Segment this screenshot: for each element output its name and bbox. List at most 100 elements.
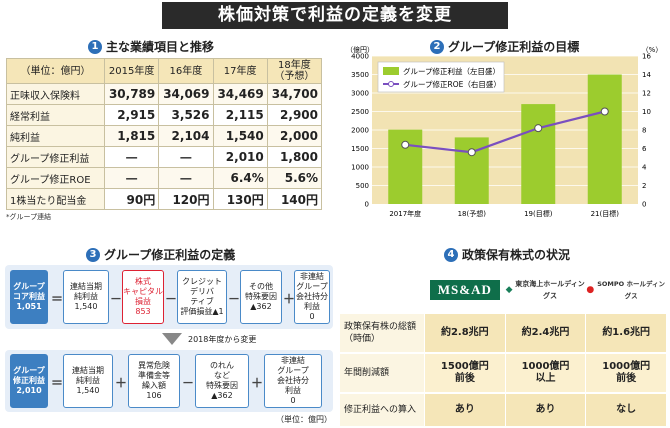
- cell: 1,540: [212, 125, 268, 147]
- table-row: グループ修正ROE ― ― 6.4% 5.6%: [6, 167, 323, 189]
- left-tick-label: 0: [365, 201, 369, 209]
- non-consolidated-label-4: 利益: [285, 386, 301, 395]
- credit-derivative-box: クレジット デリバ ティブ 評価損益▲1: [177, 270, 227, 324]
- cell: あり: [504, 394, 586, 426]
- minus-sign: －: [165, 292, 178, 306]
- capital-gains-box: 株式 キャピタル 損益 853: [122, 270, 164, 324]
- non-consolidated-value: 0: [290, 396, 296, 405]
- right-tick-label: 10: [642, 108, 651, 116]
- goodwill-label-3: 特殊要因: [206, 381, 238, 390]
- profit-bar: [587, 74, 622, 204]
- non-consolidated-box: 非連結 グループ 会社持分 利益 0: [294, 270, 330, 324]
- cell: 1,800: [266, 146, 323, 168]
- col-header-2018-forecast: （予想）: [274, 71, 315, 82]
- cell: 30,789: [103, 83, 160, 105]
- cell: 1,815: [103, 125, 160, 147]
- plus-sign: ＋: [115, 376, 128, 390]
- left-tick-label: 2500: [351, 108, 369, 116]
- section3-title: グループ修正利益の定義: [104, 248, 236, 262]
- left-tick-label: 2000: [351, 127, 369, 135]
- non-consolidated-value: 0: [309, 312, 315, 321]
- legend-bar-swatch: [383, 67, 399, 75]
- category-label: 19(目標): [524, 209, 553, 218]
- core-profit-box: グループ コア利益 1,051: [10, 270, 48, 324]
- row-label: グループ修正利益: [6, 146, 105, 168]
- adjusted-profit-label-1: グループ: [13, 366, 45, 375]
- other-special-value: ▲362: [250, 302, 272, 311]
- right-tick-label: 16: [642, 53, 651, 61]
- cell: 1000億円以上: [504, 354, 586, 392]
- row-label: 年間削減額: [340, 354, 424, 392]
- legend-line-label: グループ修正ROE（右目盛）: [403, 79, 501, 89]
- table-row: グループ修正利益 ― ― 2,010 1,800: [6, 146, 323, 168]
- left-tick-label: 500: [356, 182, 369, 190]
- cell: 約2.8兆円: [424, 314, 505, 352]
- adjusted-profit-label-2: 修正利益: [13, 376, 45, 385]
- section3-number: 3: [86, 247, 100, 262]
- core-profit-value: 1,051: [16, 302, 42, 311]
- section2-title: グループ修正利益の目標: [448, 40, 580, 54]
- row-label: 経常利益: [6, 104, 105, 126]
- capital-gains-value: 853: [135, 307, 151, 316]
- msad-logo: MS&AD: [429, 280, 500, 300]
- unit-header: （単位：億円）: [6, 58, 105, 84]
- credit-derivative-label-2: デリバ: [190, 287, 214, 296]
- core-profit-label-2: コア利益: [13, 292, 45, 301]
- left-tick-label: 1000: [351, 164, 369, 172]
- cell: 1000億円前後: [585, 354, 666, 392]
- non-consolidated-label-3: 会社持分: [277, 376, 309, 385]
- cell: ―: [103, 146, 160, 168]
- net-income-box: 連結当期 純利益 1,540: [63, 270, 109, 324]
- row-label: 正味収入保険料: [6, 83, 105, 105]
- company-msad: MS&AD: [424, 268, 505, 312]
- legend: グループ修正利益（左目盛） グループ修正ROE（右目盛）: [377, 61, 505, 93]
- adjusted-profit-value: 2,010: [16, 386, 42, 395]
- net-income-value: 1,540: [76, 386, 100, 395]
- catastrophe-reserve-label-1: 異常危険: [138, 361, 170, 370]
- section4-heading: 4 政策保有株式の状況: [444, 246, 570, 263]
- right-axis-unit: （%）: [642, 46, 663, 54]
- cell: 2,115: [212, 104, 268, 126]
- category-label: 18(予想): [458, 209, 487, 218]
- tokio-marine-name: 東京海上ホールディングス: [515, 280, 585, 300]
- core-profit-label-1: グループ: [13, 282, 45, 291]
- table-row: 修正利益への算入 あり あり なし: [340, 394, 666, 426]
- right-tick-label: 12: [642, 90, 651, 98]
- cell: 5.6%: [266, 167, 323, 189]
- minus-sign: －: [182, 376, 195, 390]
- other-special-label-1: その他: [249, 282, 273, 291]
- other-special-factors-box: その他 特殊要因 ▲362: [240, 270, 282, 324]
- credit-derivative-value: 評価損益▲1: [180, 307, 224, 316]
- performance-table: （単位：億円） 2015年度 16年度 17年度 18年度 （予想） 正味収入保険…: [6, 58, 323, 210]
- cell: 2,900: [266, 104, 323, 126]
- cell: 140円: [266, 188, 323, 210]
- col-header-2018-year: 18年度: [278, 60, 311, 71]
- catastrophe-reserve-label-2: 準備金等: [138, 371, 170, 380]
- roe-point: [401, 140, 410, 149]
- left-tick-label: 1500: [351, 145, 369, 153]
- credit-derivative-label-3: ティブ: [190, 297, 214, 306]
- equals-sign: ＝: [51, 376, 64, 390]
- left-axis-unit: （億円）: [346, 45, 374, 54]
- section2-number: 2: [430, 39, 444, 54]
- roe-point: [467, 148, 476, 157]
- company-header-row: MS&AD ◆ 東京海上ホールディングス ● SOMPO ホールディングス: [340, 268, 667, 312]
- row-label: 純利益: [6, 125, 105, 147]
- table-row: 経常利益 2,915 3,526 2,115 2,900: [6, 104, 323, 126]
- profit-bar: [388, 129, 423, 204]
- equals-sign: ＝: [51, 292, 64, 306]
- net-income-label-2: 純利益: [76, 376, 100, 385]
- catastrophe-reserve-value: 106: [146, 391, 162, 400]
- cell: あり: [424, 394, 505, 426]
- other-special-label-2: 特殊要因: [245, 292, 277, 301]
- table-footnote: *グループ連結: [6, 213, 52, 221]
- right-tick-label: 6: [642, 145, 647, 153]
- non-consolidated-box: 非連結 グループ 会社持分 利益 0: [264, 354, 322, 408]
- col-header-2015: 2015年度: [103, 58, 160, 84]
- net-income-label-2: 純利益: [74, 292, 98, 301]
- net-income-value: 1,540: [74, 302, 98, 311]
- table-row: 1株当たり配当金 90円 120円 130円 140円: [6, 188, 323, 210]
- profit-bar: [521, 104, 556, 204]
- capital-gains-label-3: 損益: [135, 297, 151, 306]
- cell: 2,000: [266, 125, 323, 147]
